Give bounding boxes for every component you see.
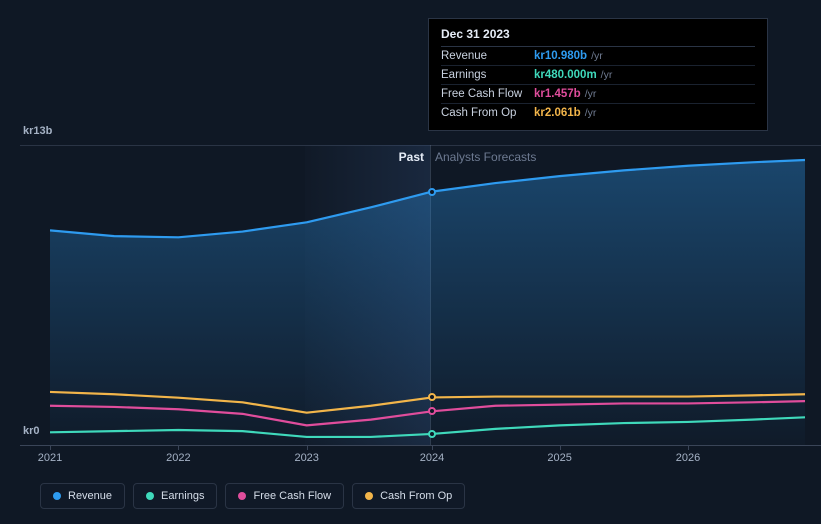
x-axis-labels: 202120222023202420252026 bbox=[50, 452, 805, 468]
tooltip-metric-label: Cash From Op bbox=[441, 107, 534, 119]
tooltip-metric-value: kr1.457b bbox=[534, 88, 581, 100]
financial-chart: kr13b kr0 Past Analysts Forecasts 202120… bbox=[20, 0, 821, 524]
tooltip-metric-label: Earnings bbox=[441, 69, 534, 81]
hover-tooltip: Dec 31 2023 Revenuekr10.980b/yrEarningsk… bbox=[428, 18, 768, 131]
legend-dot-icon bbox=[238, 492, 246, 500]
x-tick bbox=[178, 445, 179, 450]
legend-label: Revenue bbox=[68, 490, 112, 502]
tooltip-row-cash-from-op: Cash From Opkr2.061b/yr bbox=[441, 104, 755, 122]
y-axis-max-label: kr13b bbox=[23, 125, 52, 137]
tooltip-metric-label: Revenue bbox=[441, 50, 534, 62]
free-cash-flow-marker bbox=[428, 407, 436, 415]
legend-label: Earnings bbox=[161, 490, 204, 502]
x-label-2023: 2023 bbox=[294, 452, 318, 464]
legend-item-free-cash-flow[interactable]: Free Cash Flow bbox=[225, 483, 344, 509]
x-label-2024: 2024 bbox=[420, 452, 444, 464]
legend-item-cash-from-op[interactable]: Cash From Op bbox=[352, 483, 465, 509]
x-tick bbox=[50, 445, 51, 450]
x-tick bbox=[560, 445, 561, 450]
x-label-2026: 2026 bbox=[676, 452, 700, 464]
x-axis-line bbox=[20, 445, 821, 446]
tooltip-unit: /yr bbox=[585, 107, 597, 119]
x-label-2025: 2025 bbox=[547, 452, 571, 464]
legend-dot-icon bbox=[146, 492, 154, 500]
tooltip-metric-value: kr2.061b bbox=[534, 107, 581, 119]
y-axis-min-label: kr0 bbox=[23, 425, 40, 437]
legend-dot-icon bbox=[53, 492, 61, 500]
x-label-2021: 2021 bbox=[38, 452, 62, 464]
x-tick bbox=[432, 445, 433, 450]
legend-label: Cash From Op bbox=[380, 490, 452, 502]
tooltip-unit: /yr bbox=[591, 50, 603, 62]
tooltip-unit: /yr bbox=[601, 69, 613, 81]
legend-item-revenue[interactable]: Revenue bbox=[40, 483, 125, 509]
legend-label: Free Cash Flow bbox=[253, 490, 331, 502]
tooltip-date: Dec 31 2023 bbox=[441, 27, 755, 47]
plot-area[interactable] bbox=[50, 145, 805, 445]
tooltip-unit: /yr bbox=[585, 88, 597, 100]
tooltip-metric-label: Free Cash Flow bbox=[441, 88, 534, 100]
revenue-area bbox=[50, 160, 805, 445]
tooltip-metric-value: kr480.000m bbox=[534, 69, 597, 81]
x-label-2022: 2022 bbox=[166, 452, 190, 464]
tooltip-row-earnings: Earningskr480.000m/yr bbox=[441, 66, 755, 85]
cash-from-op-marker bbox=[428, 393, 436, 401]
legend-dot-icon bbox=[365, 492, 373, 500]
tooltip-metric-value: kr10.980b bbox=[534, 50, 587, 62]
x-tick bbox=[307, 445, 308, 450]
legend-item-earnings[interactable]: Earnings bbox=[133, 483, 217, 509]
revenue-marker bbox=[428, 188, 436, 196]
tooltip-row-free-cash-flow: Free Cash Flowkr1.457b/yr bbox=[441, 85, 755, 104]
chart-legend: Revenue Earnings Free Cash Flow Cash From O… bbox=[40, 483, 465, 509]
x-tick bbox=[688, 445, 689, 450]
earnings-marker bbox=[428, 430, 436, 438]
tooltip-row-revenue: Revenuekr10.980b/yr bbox=[441, 47, 755, 66]
